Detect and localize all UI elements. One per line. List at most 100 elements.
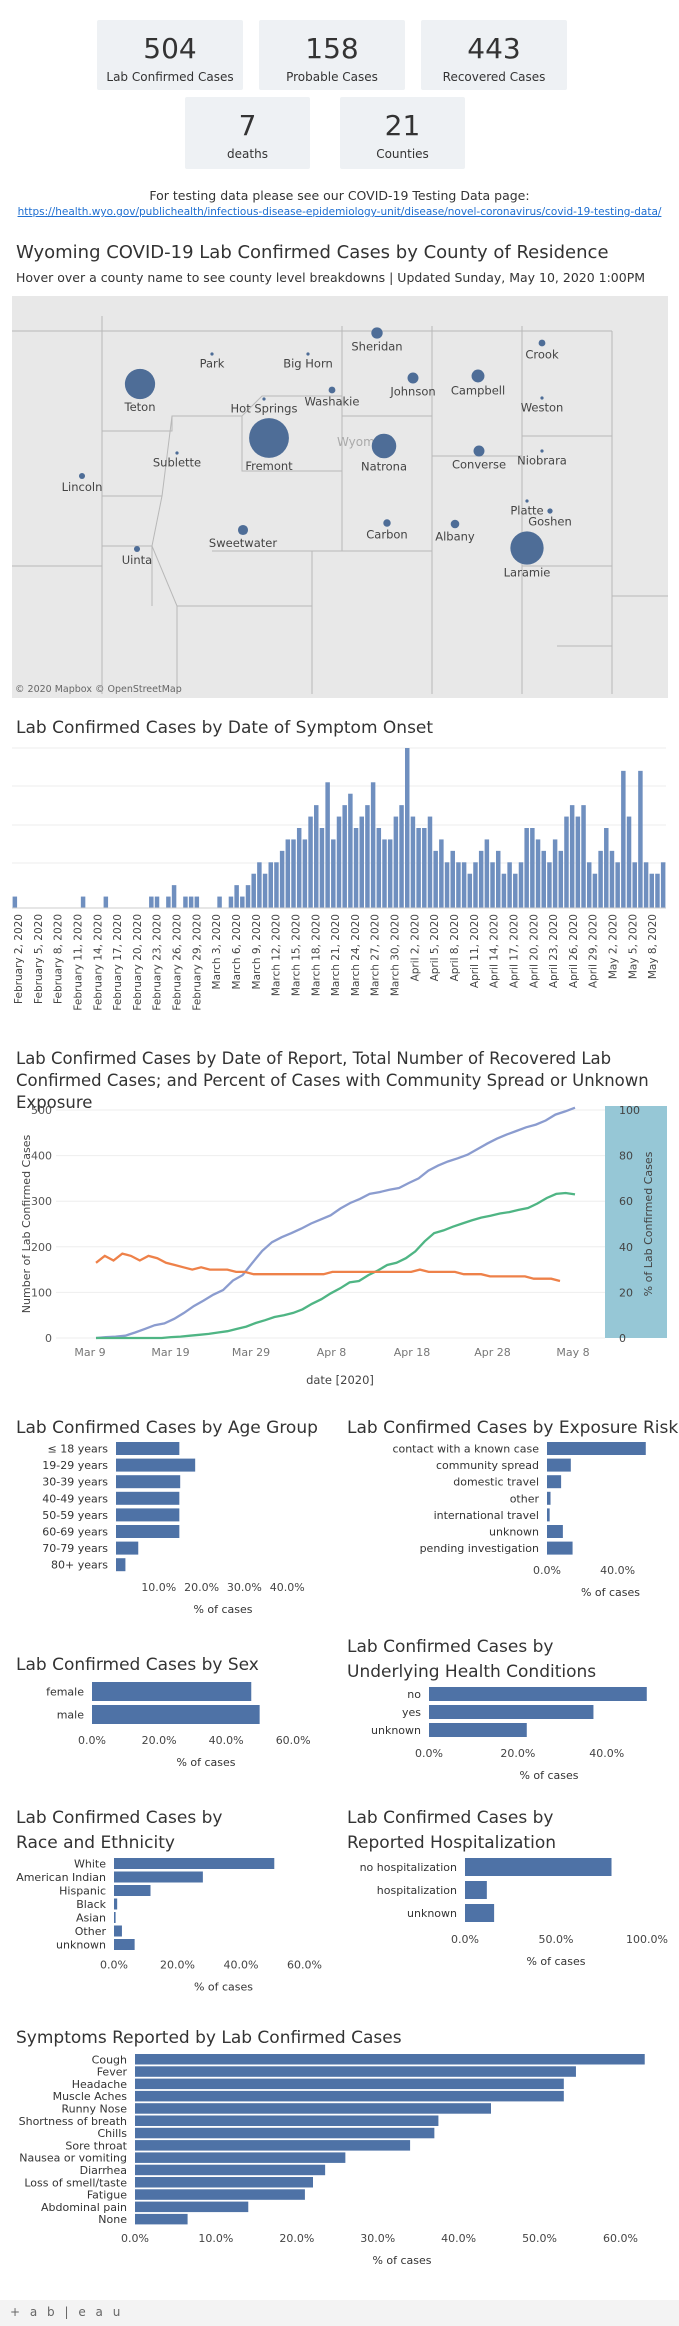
epi-tick-label: May 2, 2020 (608, 914, 620, 979)
bar (116, 1508, 180, 1522)
bar (116, 1541, 139, 1555)
x-tick-label: 50.0% (522, 2232, 557, 2245)
epi-bar (279, 850, 285, 908)
epi-bar (444, 862, 450, 908)
epi-bar (439, 839, 444, 908)
stat-value: 21 (384, 109, 421, 142)
epi-tick-label: April 2, 2020 (409, 914, 421, 981)
category-label: Fatigue (87, 2189, 127, 2202)
hosp-title: Lab Confirmed Cases by Reported Hospital… (347, 1808, 556, 1853)
epi-tick-label: March 18, 2020 (310, 914, 322, 996)
x-tick-label: Apr 8 (317, 1346, 347, 1359)
bar (114, 1898, 118, 1910)
x-tick-label: Mar 19 (151, 1346, 189, 1359)
x-tick-label: Apr 18 (394, 1346, 431, 1359)
category-label: Nausea or vomiting (19, 2152, 127, 2165)
county-dot (525, 499, 529, 503)
epi-bar (171, 885, 177, 908)
category-label: 19-29 years (42, 1459, 108, 1472)
x-tick-label: 50.0% (539, 1933, 574, 1946)
x-tick-label: May 8 (556, 1346, 589, 1359)
county-label: Niobrara (517, 454, 567, 468)
county-dot (262, 397, 266, 401)
county-label: Johnson (389, 384, 435, 398)
county-dot (540, 449, 544, 453)
stat-label: Lab Confirmed Cases (106, 70, 234, 84)
x-tick-label: 0.0% (100, 1959, 128, 1972)
category-label: Runny Nose (61, 2102, 127, 2115)
bar (116, 1475, 181, 1489)
x-tick-label: 20.0% (500, 1747, 535, 1760)
epi-tick-label: April 26, 2020 (568, 914, 580, 988)
x-tick-label: 60.0% (603, 2232, 638, 2245)
stat-value: 7 (238, 109, 257, 142)
stat-value: 504 (143, 32, 197, 65)
epi-tick-label: April 5, 2020 (429, 914, 441, 981)
category-label: unknown (489, 1526, 539, 1539)
epi-tick-label: March 27, 2020 (370, 914, 382, 996)
county-dot (383, 519, 391, 527)
category-label: 40-49 years (42, 1492, 108, 1505)
stat-label: Probable Cases (286, 70, 378, 84)
county-dot (510, 531, 544, 565)
category-label: contact with a known case (392, 1443, 539, 1456)
epi-bar (393, 816, 399, 908)
report-line-chart: 0 100 200 300 400 500 0 20 40 60 80 100 Mar 9 Mar 19 M… (20, 1104, 667, 1387)
epi-tick-label: April 11, 2020 (469, 914, 481, 988)
y-tick-label: 200 (31, 1241, 52, 1254)
county-label: Laramie (504, 566, 551, 580)
epi-bar (456, 862, 461, 908)
testing-data-link[interactable]: https://health.wyo.gov/publichealth/infe… (17, 206, 662, 218)
bar (114, 1885, 151, 1896)
epi-bar (484, 839, 490, 908)
epi-bar (604, 828, 609, 908)
epi-bar (308, 816, 313, 908)
epi-bar (490, 862, 495, 908)
health-title: Lab Confirmed Cases by Underlying Health… (347, 1637, 597, 1682)
epi-bar (325, 782, 330, 908)
category-label: Cough (92, 2053, 127, 2066)
map-subtitle: Hover over a county name to see county l… (16, 270, 646, 285)
epi-bar (609, 850, 615, 908)
category-label: Headache (72, 2078, 128, 2091)
bar (116, 1442, 180, 1455)
epi-bar (194, 896, 200, 908)
epi-tick-label: April 17, 2020 (508, 914, 520, 988)
category-label: American Indian (16, 1871, 106, 1884)
epi-bar (376, 828, 382, 908)
epi-bar (581, 805, 586, 908)
category-label: pending investigation (420, 1542, 539, 1555)
county-dot (175, 451, 179, 455)
epi-bar (348, 793, 353, 908)
stat-counties: 21 Counties (340, 97, 465, 169)
epi-bar (501, 873, 507, 908)
county-label: Albany (435, 529, 475, 543)
epi-bar (564, 816, 569, 908)
epi-bar (342, 805, 347, 908)
epi-bar (552, 839, 558, 908)
epi-bar (268, 862, 273, 908)
x-tick-label: 20.0% (160, 1959, 195, 1972)
tableau-logo[interactable]: + a b | e a u (10, 2305, 124, 2319)
category-label: community spread (436, 1459, 539, 1472)
epi-bar (399, 805, 404, 908)
bar (114, 1925, 122, 1937)
category-label: Fever (97, 2066, 128, 2079)
epi-bar (495, 850, 501, 908)
category-label: Muscle Aches (53, 2090, 128, 2103)
bar (114, 1912, 116, 1923)
epi-bar (507, 862, 512, 908)
epi-bar (103, 896, 109, 908)
epi-bar (518, 862, 524, 908)
x-tick-label: 10.0% (141, 1581, 176, 1594)
symptoms-title: Symptoms Reported by Lab Confirmed Cases (16, 2028, 402, 2048)
county-dot (540, 396, 544, 400)
epi-bar (473, 862, 478, 908)
county-dot (407, 372, 419, 384)
epi-bar (149, 896, 154, 908)
county-dot (78, 472, 86, 480)
category-label: Abdominal pain (41, 2201, 127, 2214)
right-axis-band (605, 1106, 667, 1338)
epi-bar (183, 896, 188, 908)
